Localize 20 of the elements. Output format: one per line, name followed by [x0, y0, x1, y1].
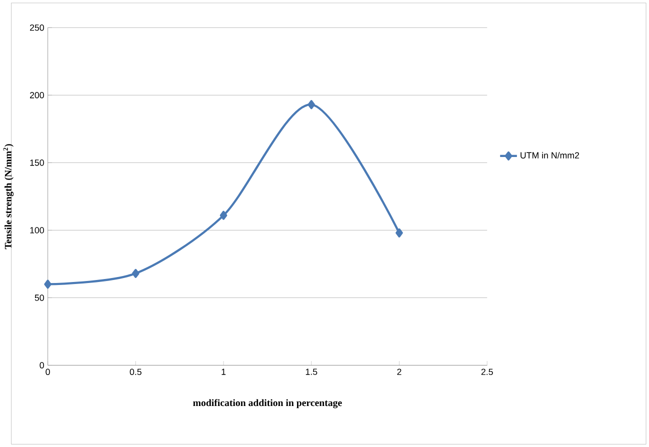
y-tick-label: 50 [34, 294, 44, 301]
point [308, 100, 316, 110]
y-tick-label: 0 [40, 362, 44, 368]
y-tick-label: 250 [30, 24, 44, 31]
x-tick-label: 1.5 [306, 368, 318, 375]
y-tick-label: 100 [30, 226, 44, 234]
y-axis-title: Tensile strength (N/mm$^{2}$) [3, 144, 14, 249]
point [132, 268, 140, 278]
point [220, 210, 228, 220]
x-axis-title: modification addition in percentage [193, 399, 342, 408]
x-tick-label: 2.5 [481, 368, 493, 375]
x-tick-label: 0 [46, 368, 50, 375]
x-tick-label: 2 [397, 368, 402, 375]
point [44, 280, 52, 289]
x-tick-label: 0.5 [130, 368, 142, 375]
x-tick-label: 1 [222, 368, 226, 375]
point [396, 228, 403, 238]
legend-label: UTM in N/mm2 [520, 152, 580, 158]
y-tick-label: 200 [30, 92, 44, 98]
y-tick-label: 150 [30, 159, 44, 166]
